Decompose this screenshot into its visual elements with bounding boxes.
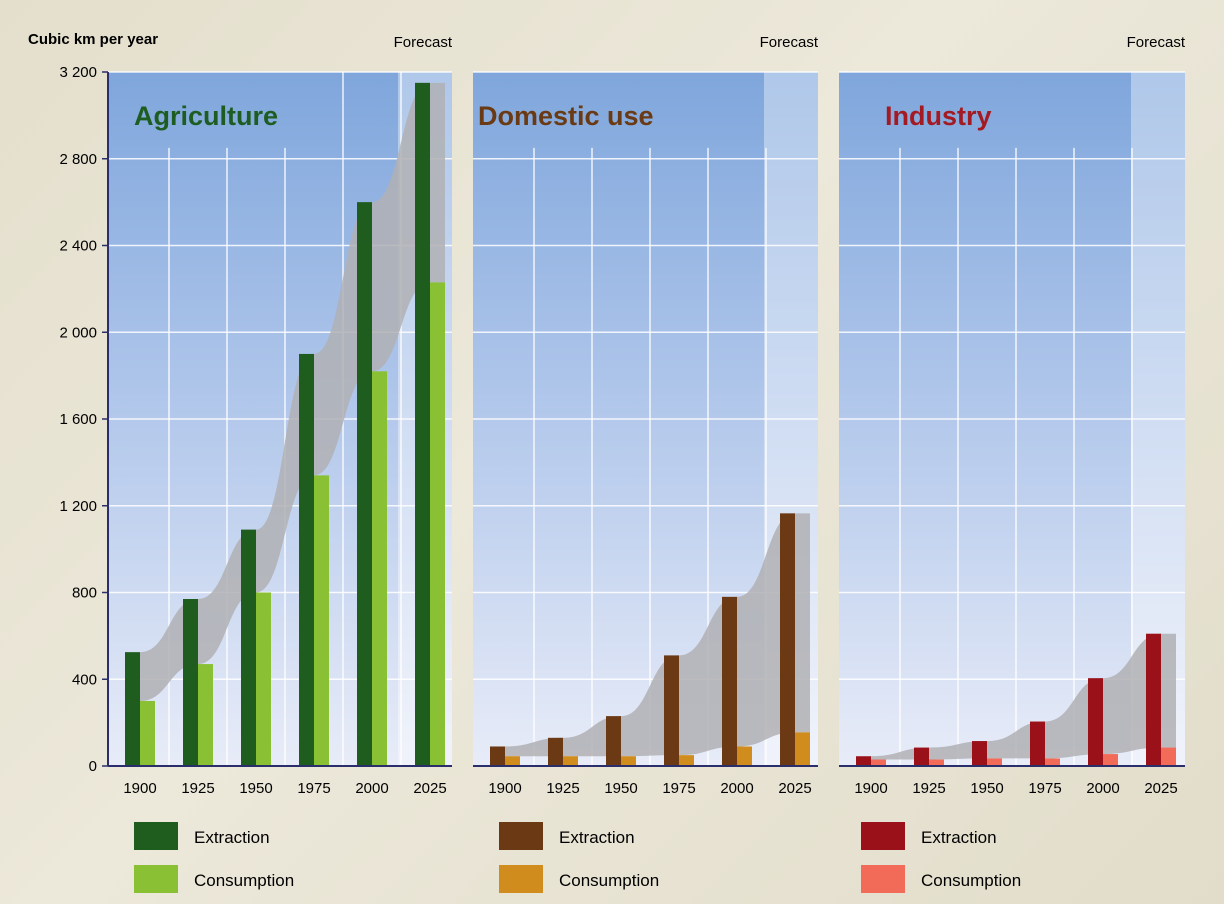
bar-extraction — [490, 746, 505, 766]
y-tick-label: 3 200 — [59, 64, 97, 81]
legend-swatch — [134, 822, 178, 850]
x-tick-label: 1950 — [604, 780, 637, 797]
x-tick-label: 1900 — [488, 780, 521, 797]
bar-consumption — [256, 592, 271, 766]
bar-consumption — [372, 371, 387, 766]
y-tick-label: 400 — [72, 671, 97, 688]
bar-extraction — [299, 353, 314, 766]
bar-extraction — [125, 652, 140, 766]
bar-consumption — [929, 759, 944, 766]
legend-label: Extraction — [559, 828, 635, 847]
bar-extraction — [183, 599, 198, 766]
x-tick-label: 2025 — [778, 780, 811, 797]
x-tick-label: 1950 — [239, 780, 272, 797]
y-tick-label: 1 600 — [59, 411, 97, 428]
legend-label: Extraction — [921, 828, 997, 847]
y-tick-label: 800 — [72, 585, 97, 602]
bar-extraction — [241, 529, 256, 766]
x-tick-label: 2025 — [413, 780, 446, 797]
bar-consumption — [679, 755, 694, 766]
panel-title: Agriculture — [134, 101, 278, 131]
bar-consumption — [1045, 758, 1060, 766]
legend-label: Consumption — [559, 871, 659, 890]
bar-extraction — [972, 741, 987, 766]
panel-2: 1900 1925 1950 1975 2000 2025 Forecast Industry — [839, 34, 1186, 797]
bar-extraction — [780, 513, 795, 766]
x-tick-label: 1975 — [662, 780, 695, 797]
y-tick-label: 2 400 — [59, 238, 97, 255]
bar-consumption — [871, 759, 886, 766]
bar-extraction — [415, 82, 430, 766]
bar-consumption — [1161, 747, 1176, 766]
panel-1: 1900 1925 1950 1975 2000 2025 Forecast Domestic… — [473, 34, 819, 797]
bar-extraction — [548, 737, 563, 766]
bar-consumption — [795, 732, 810, 766]
legend-label: Extraction — [194, 828, 270, 847]
x-tick-label: 2025 — [1144, 780, 1177, 797]
legend-swatch — [134, 865, 178, 893]
x-tick-label: 1900 — [854, 780, 887, 797]
y-axis-title: Cubic km per year — [28, 31, 158, 48]
legend-swatch — [861, 822, 905, 850]
legend-swatch — [861, 865, 905, 893]
bar-extraction — [664, 655, 679, 766]
x-tick-label: 2000 — [1086, 780, 1119, 797]
bar-extraction — [1146, 633, 1161, 766]
legend-label: Consumption — [921, 871, 1021, 890]
bar-extraction — [856, 756, 871, 766]
bar-consumption — [737, 746, 752, 766]
y-tick-label: 2 800 — [59, 151, 97, 168]
bar-extraction — [357, 202, 372, 766]
panel-0: 1900 1925 1950 1975 2000 2025 Forecast Agricult… — [102, 34, 453, 797]
bar-extraction — [1030, 721, 1045, 766]
x-tick-label: 1950 — [970, 780, 1003, 797]
y-tick-label: 1 200 — [59, 498, 97, 515]
bar-consumption — [430, 282, 445, 766]
x-tick-label: 1975 — [1028, 780, 1061, 797]
bar-consumption — [621, 756, 636, 766]
bar-extraction — [1088, 678, 1103, 766]
bar-consumption — [563, 756, 578, 766]
forecast-label: Forecast — [394, 34, 453, 51]
bar-consumption — [1103, 754, 1118, 766]
y-tick-label: 2 000 — [59, 324, 97, 341]
bar-consumption — [505, 756, 520, 766]
x-tick-label: 1925 — [546, 780, 579, 797]
panel-title: Domestic use — [478, 101, 654, 131]
forecast-label: Forecast — [760, 34, 819, 51]
x-tick-label: 1900 — [123, 780, 156, 797]
bar-consumption — [314, 475, 329, 766]
bar-consumption — [140, 700, 155, 766]
legend-swatch — [499, 822, 543, 850]
legend-label: Consumption — [194, 871, 294, 890]
bar-extraction — [606, 716, 621, 766]
x-tick-label: 2000 — [355, 780, 388, 797]
y-tick-label: 0 — [89, 758, 97, 775]
x-tick-label: 2000 — [720, 780, 753, 797]
legend-swatch — [499, 865, 543, 893]
bar-consumption — [987, 758, 1002, 766]
bar-extraction — [914, 747, 929, 766]
panel-title: Industry — [885, 101, 992, 131]
bar-consumption — [198, 664, 213, 766]
x-tick-label: 1975 — [297, 780, 330, 797]
bar-extraction — [722, 596, 737, 766]
x-tick-label: 1925 — [912, 780, 945, 797]
x-tick-label: 1925 — [181, 780, 214, 797]
forecast-label: Forecast — [1127, 34, 1186, 51]
